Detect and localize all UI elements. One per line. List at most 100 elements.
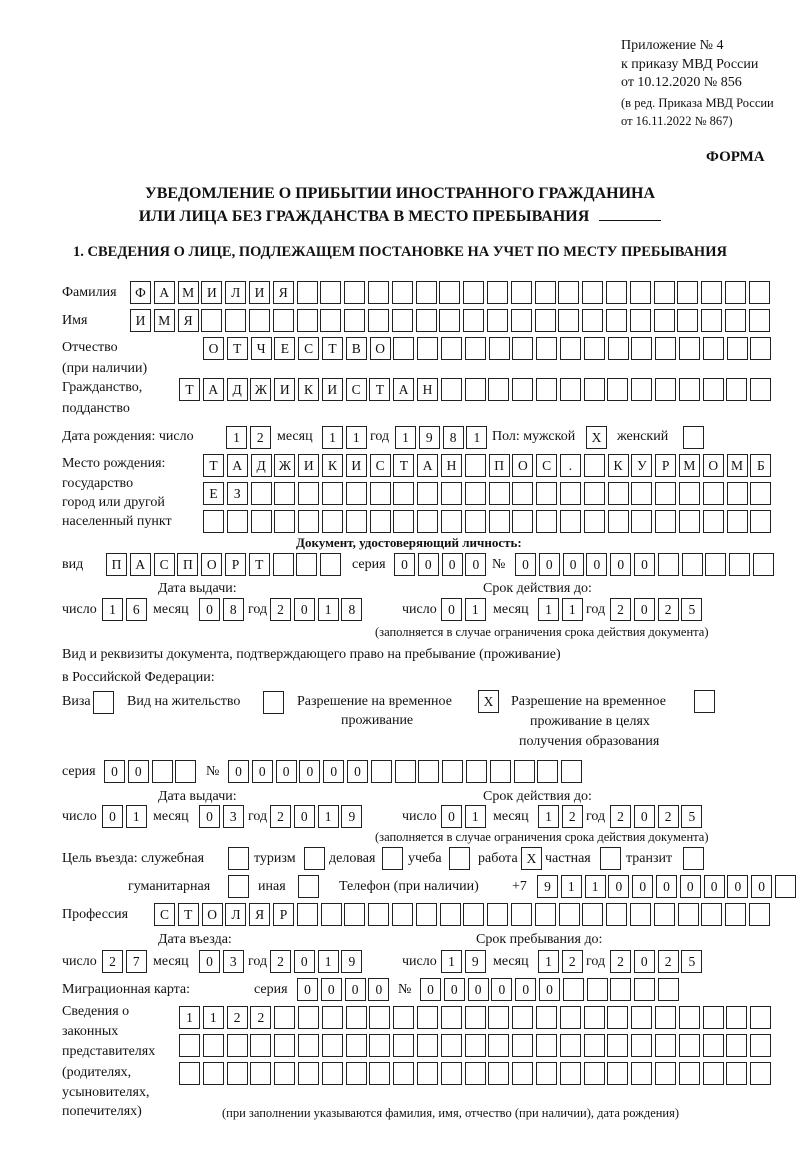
char-box[interactable]: А xyxy=(393,378,415,401)
char-box[interactable]: С xyxy=(298,337,320,360)
char-box[interactable] xyxy=(655,337,677,360)
char-box[interactable] xyxy=(750,1034,772,1057)
char-box[interactable] xyxy=(391,309,413,332)
char-box[interactable] xyxy=(321,1006,343,1029)
char-box[interactable] xyxy=(724,281,746,304)
char-box[interactable]: С xyxy=(153,553,175,576)
char-box[interactable] xyxy=(657,978,679,1001)
char-box[interactable]: 0 xyxy=(368,978,390,1001)
char-box[interactable] xyxy=(394,760,416,783)
char-box[interactable]: Д xyxy=(226,378,248,401)
char-box[interactable] xyxy=(657,553,679,576)
char-box[interactable] xyxy=(607,1062,629,1085)
char-box[interactable]: X xyxy=(521,847,542,870)
purpose-work-checkbox[interactable]: X xyxy=(521,847,545,870)
char-box[interactable]: 2 xyxy=(270,950,291,973)
char-box[interactable] xyxy=(464,1034,486,1057)
char-box[interactable]: 0 xyxy=(751,875,773,898)
char-box[interactable] xyxy=(272,309,294,332)
char-box[interactable] xyxy=(629,309,651,332)
char-box[interactable] xyxy=(464,378,486,401)
char-box[interactable]: 2 xyxy=(561,950,583,973)
char-box[interactable]: Л xyxy=(225,281,247,304)
char-box[interactable]: П xyxy=(488,454,510,477)
char-box[interactable] xyxy=(274,1006,296,1029)
char-box[interactable] xyxy=(607,1006,629,1029)
char-box[interactable]: 0 xyxy=(633,805,655,828)
char-box[interactable] xyxy=(442,760,464,783)
char-box[interactable] xyxy=(415,281,437,304)
char-box[interactable]: А xyxy=(129,553,151,576)
char-box[interactable] xyxy=(726,482,748,505)
char-box[interactable] xyxy=(439,281,461,304)
char-box[interactable] xyxy=(559,510,581,533)
char-box[interactable] xyxy=(583,337,605,360)
char-box[interactable] xyxy=(416,1062,438,1085)
char-box[interactable] xyxy=(678,482,700,505)
char-box[interactable]: 2 xyxy=(657,598,679,621)
char-box[interactable] xyxy=(654,1062,676,1085)
char-box[interactable]: П xyxy=(106,553,127,576)
char-box[interactable] xyxy=(297,1062,319,1085)
char-box[interactable]: 2 xyxy=(270,805,291,828)
char-box[interactable] xyxy=(701,309,723,332)
char-box[interactable] xyxy=(369,1062,391,1085)
char-box[interactable] xyxy=(369,1034,391,1057)
char-box[interactable] xyxy=(748,903,770,926)
char-box[interactable]: 0 xyxy=(275,760,297,783)
char-box[interactable]: 0 xyxy=(127,760,149,783)
char-box[interactable]: 0 xyxy=(293,598,315,621)
char-box[interactable]: 1 xyxy=(538,598,559,621)
char-box[interactable] xyxy=(464,1006,486,1029)
char-box[interactable]: 1 xyxy=(125,805,147,828)
char-box[interactable] xyxy=(440,1006,462,1029)
char-box[interactable] xyxy=(512,378,534,401)
sex-female-checkbox[interactable] xyxy=(683,426,707,449)
char-box[interactable]: 1 xyxy=(561,598,583,621)
char-box[interactable] xyxy=(463,309,485,332)
char-box[interactable]: Е xyxy=(203,482,224,505)
char-box[interactable] xyxy=(607,510,629,533)
char-box[interactable]: X xyxy=(586,426,607,449)
char-box[interactable] xyxy=(535,1006,557,1029)
char-box[interactable] xyxy=(678,337,700,360)
char-box[interactable]: Т xyxy=(321,337,343,360)
char-box[interactable] xyxy=(417,337,439,360)
char-box[interactable] xyxy=(582,903,604,926)
char-box[interactable]: 1 xyxy=(322,426,343,449)
char-box[interactable] xyxy=(748,309,770,332)
char-box[interactable] xyxy=(536,337,558,360)
char-box[interactable] xyxy=(629,903,651,926)
char-box[interactable] xyxy=(321,482,343,505)
char-box[interactable]: Т xyxy=(248,553,270,576)
char-box[interactable]: Т xyxy=(203,454,224,477)
char-box[interactable] xyxy=(607,378,629,401)
char-box[interactable] xyxy=(510,903,532,926)
char-box[interactable] xyxy=(393,337,415,360)
char-box[interactable] xyxy=(702,510,724,533)
char-box[interactable] xyxy=(272,553,294,576)
char-box[interactable]: 0 xyxy=(586,553,608,576)
char-box[interactable]: 0 xyxy=(633,553,655,576)
char-box[interactable]: 0 xyxy=(562,553,584,576)
char-box[interactable] xyxy=(369,1006,391,1029)
char-box[interactable] xyxy=(583,482,605,505)
char-box[interactable] xyxy=(750,1062,772,1085)
char-box[interactable] xyxy=(274,510,296,533)
char-box[interactable] xyxy=(702,1034,724,1057)
char-box[interactable] xyxy=(683,847,704,870)
char-box[interactable]: 9 xyxy=(464,950,486,973)
char-box[interactable]: 9 xyxy=(341,805,363,828)
char-box[interactable]: С xyxy=(345,378,367,401)
char-box[interactable] xyxy=(228,847,249,870)
char-box[interactable] xyxy=(629,281,651,304)
char-box[interactable] xyxy=(393,510,415,533)
char-box[interactable] xyxy=(440,337,462,360)
